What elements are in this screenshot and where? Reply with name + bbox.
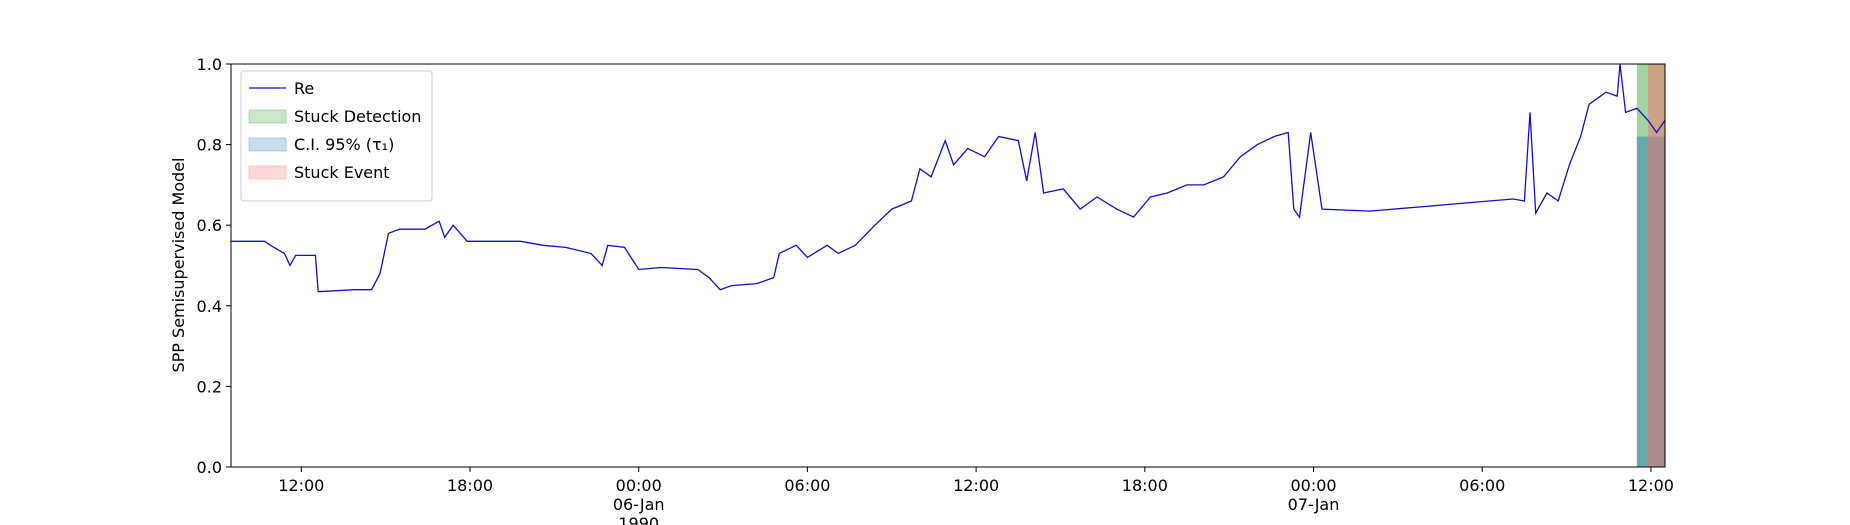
x-tick-label: 18:00 — [1122, 476, 1168, 495]
y-axis-label: SPP Semisupervised Model — [169, 158, 188, 373]
plot-frame — [230, 63, 1666, 468]
y-tick-label: 0.8 — [197, 136, 222, 155]
x-tick-label: 18:00 — [447, 476, 493, 495]
span — [1636, 64, 1665, 467]
legend-patch — [248, 137, 287, 152]
legend-patch — [248, 109, 287, 124]
legend-label: C.I. 95% (τ₁) — [294, 135, 394, 154]
legend-label: Stuck Detection — [294, 107, 421, 126]
y-tick-label: 0.0 — [197, 458, 222, 477]
x-tick-label: 12:00 — [953, 476, 999, 495]
x-tick-label: 06:00 — [784, 476, 830, 495]
legend-label: Stuck Event — [294, 163, 390, 182]
x-tick-label: 00:00 06-Jan 1990 — [613, 476, 665, 525]
y-tick-label: 0.4 — [197, 297, 222, 316]
x-tick-label: 12:00 — [278, 476, 324, 495]
legend-box — [240, 70, 433, 202]
x-tick-label: 12:00 — [1628, 476, 1674, 495]
span — [1636, 136, 1665, 468]
legend-patch — [248, 165, 287, 180]
legend-label: Re — [294, 79, 314, 98]
x-tick-label: 00:00 07-Jan — [1288, 476, 1340, 514]
y-tick-label: 0.6 — [197, 216, 222, 235]
y-tick-label: 1.0 — [197, 55, 222, 74]
x-tick-label: 06:00 — [1459, 476, 1505, 495]
line — [231, 63, 1666, 293]
span — [1648, 64, 1665, 467]
y-tick-label: 0.2 — [197, 377, 222, 396]
